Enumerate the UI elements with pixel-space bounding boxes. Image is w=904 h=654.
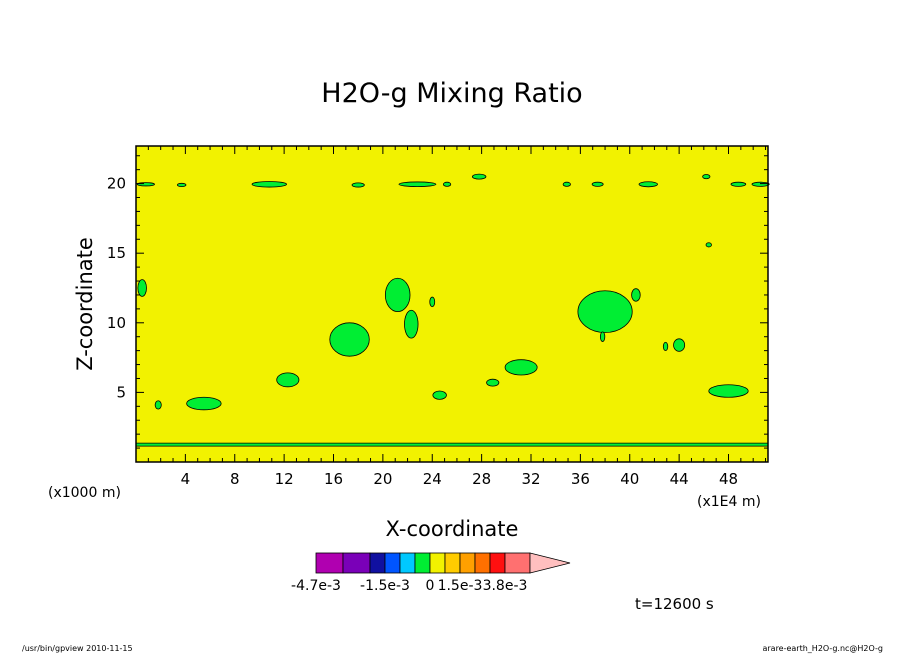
contour-region-cloud-10-22 — [404, 309, 419, 339]
contour-region-cloud-upper-11 — [251, 181, 287, 188]
x-scale-note: (x1E4 m) — [697, 494, 761, 510]
y-tick-label: 15 — [107, 244, 126, 262]
contour-region-cloud-upper-41 — [638, 181, 658, 188]
contour-region-cloud-9-17 — [329, 322, 370, 357]
contour-region-cloud-7-31 — [504, 359, 538, 376]
colorbar-cell — [444, 552, 461, 574]
y-scale-note: (x1000 m) — [48, 485, 121, 501]
surface-band — [136, 443, 768, 447]
x-tick-label: 8 — [230, 470, 240, 488]
contour-region-cloud-upper-35 — [562, 181, 571, 187]
colorbar-cell — [489, 552, 506, 574]
contour-region-cloud-6-29 — [486, 378, 500, 387]
colorbar-cell — [399, 552, 416, 574]
contour-region-cloud-15-46 — [705, 242, 712, 248]
x-tick-label: 28 — [472, 470, 491, 488]
contour-region-cloud-9-37 — [599, 331, 606, 342]
y-tick-label: 20 — [107, 175, 126, 193]
colorbar-label: -1.5e-3 — [360, 578, 410, 594]
contour-region-cloud-4-5 — [186, 396, 222, 411]
colorbar-label: 3.8e-3 — [483, 578, 528, 594]
colorbar: -4.7e-3 -1.5e-3 0 1.5e-3 3.8e-3 — [291, 552, 571, 594]
x-tick-label: 36 — [571, 470, 590, 488]
y-axis-label: Z-coordinate — [73, 237, 97, 371]
x-tick-label: 12 — [275, 470, 294, 488]
contour-region-cloud-8-43 — [662, 341, 669, 352]
colorbar-label: 0 — [426, 578, 435, 594]
time-label: t=12600 s — [635, 595, 714, 613]
contour-region-cloud-8-44 — [673, 338, 686, 352]
x-tick-label: 4 — [181, 470, 191, 488]
chart-title: H2O-g Mixing Ratio — [321, 78, 582, 109]
plot-frame — [135, 145, 769, 463]
x-axis-label: X-coordinate — [386, 517, 519, 541]
contour-region-cloud-upper-4 — [176, 182, 187, 188]
x-tick-label: 40 — [620, 470, 639, 488]
contour-region-cloud-12-40 — [631, 288, 641, 302]
y-tick-label: 10 — [107, 314, 126, 332]
contour-region-cloud-upper-37 — [591, 181, 604, 187]
contour-region-cloud-5-24 — [432, 390, 447, 400]
contour-region-cloud-upper-48 — [730, 181, 747, 187]
contour-region-cloud-11-24 — [429, 296, 436, 308]
colorbar-label: 1.5e-3 — [438, 578, 483, 594]
contour-region-cloud-5-48 — [708, 384, 749, 398]
contour-region-cloud-upper-18 — [351, 182, 365, 188]
footer-left: /usr/bin/gpview 2010-11-15 — [22, 644, 133, 653]
plot-background — [136, 146, 768, 462]
colorbar-cell — [504, 552, 531, 574]
x-tick-label: 24 — [423, 470, 442, 488]
contour-region-cloud-upper-28 — [471, 173, 487, 180]
contour-region-cloud-12-left — [137, 279, 147, 297]
x-tick-label: 16 — [324, 470, 343, 488]
colorbar-cell — [369, 552, 386, 574]
y-tick-label: 5 — [116, 383, 126, 401]
colorbar-cell — [342, 552, 371, 574]
footer-right: arare-earth_H2O-g.nc@H2O-g — [762, 644, 883, 653]
contour-region-cloud-upper-25 — [442, 181, 452, 187]
x-tick-label: 32 — [521, 470, 540, 488]
x-tick-label: 44 — [670, 470, 689, 488]
colorbar-cell — [459, 552, 476, 574]
contour-region-cloud-upper-46 — [702, 174, 711, 180]
colorbar-cell — [414, 552, 431, 574]
colorbar-cell — [384, 552, 401, 574]
contour-region-cloud-12-21 — [384, 277, 411, 313]
contour-regions — [136, 173, 770, 411]
colorbar-cell — [315, 552, 344, 574]
colorbar-cell — [474, 552, 491, 574]
surface-line-group — [136, 442, 768, 447]
contour-region-cloud-6-12 — [276, 372, 300, 388]
contour-region-cloud-upper-right-edge — [751, 181, 770, 187]
x-tick-label: 48 — [719, 470, 738, 488]
contour-region-cloud-11-38 — [577, 290, 633, 333]
colorbar-cell — [429, 552, 446, 574]
colorbar-arrow — [529, 552, 571, 574]
contour-region-cloud-4-2 — [154, 400, 162, 410]
colorbar-label: -4.7e-3 — [291, 578, 341, 594]
x-tick-label: 20 — [373, 470, 392, 488]
contour-region-cloud-upper-23 — [398, 181, 437, 188]
